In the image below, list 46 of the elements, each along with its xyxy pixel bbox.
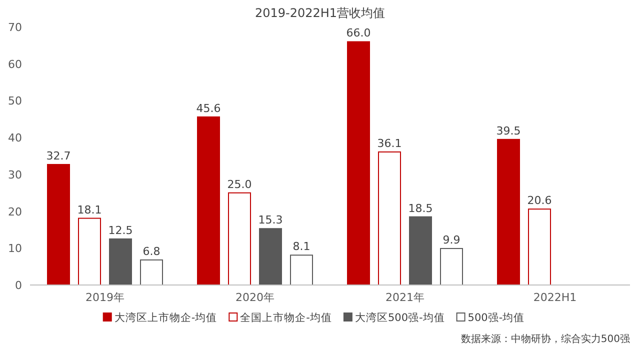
y-tick-label: 70 [8,21,22,34]
data-label: 15.3 [258,214,283,227]
chart-title: 2019-2022H1营收均值 [254,6,386,20]
bar [259,228,282,286]
x-tick-label: 2021年 [386,291,424,304]
data-label: 12.5 [108,224,133,237]
data-label: 66.0 [346,26,371,40]
y-tick-label: 40 [8,132,22,145]
legend-label: 全国上市物企-均值 [240,311,332,324]
data-label: 8.1 [292,240,310,254]
x-tick-label: 2022H1 [533,291,577,304]
bar [47,164,70,286]
y-tick-label: 30 [8,168,22,182]
y-tick-label: 20 [8,205,22,218]
y-tick-label: 50 [8,94,22,108]
data-label: 45.6 [196,102,221,115]
bar [347,41,370,286]
x-tick-label: 2019年 [86,291,124,304]
data-label: 18.1 [77,203,102,216]
data-label: 20.6 [527,194,552,208]
bar [440,248,463,286]
data-label: 39.5 [496,124,521,138]
data-label: 9.9 [442,234,460,247]
bar [378,151,401,286]
data-label: 6.8 [142,244,160,258]
data-label: 32.7 [46,149,71,162]
y-tick-label: 60 [8,58,22,71]
bar [409,216,432,286]
legend-label: 大湾区500强-均值 [354,311,445,324]
bar [290,254,313,286]
legend-label: 大湾区上市物企-均值 [114,311,218,324]
bar [197,116,220,286]
bar [528,208,551,286]
y-tick-label: 10 [8,242,22,256]
legend-label: 500强-均值 [468,312,525,324]
bar [78,218,101,286]
bar [140,259,163,286]
bar [228,192,251,286]
y-tick-label: 0 [15,279,22,292]
source-note: 数据来源：中物研协，综合实力500强 [460,333,630,345]
data-label: 25.0 [227,178,252,191]
data-label: 36.1 [377,136,402,150]
data-label: 18.5 [408,202,433,215]
bar [109,238,132,286]
bar [497,138,520,286]
x-tick-label: 2020年 [236,291,274,304]
